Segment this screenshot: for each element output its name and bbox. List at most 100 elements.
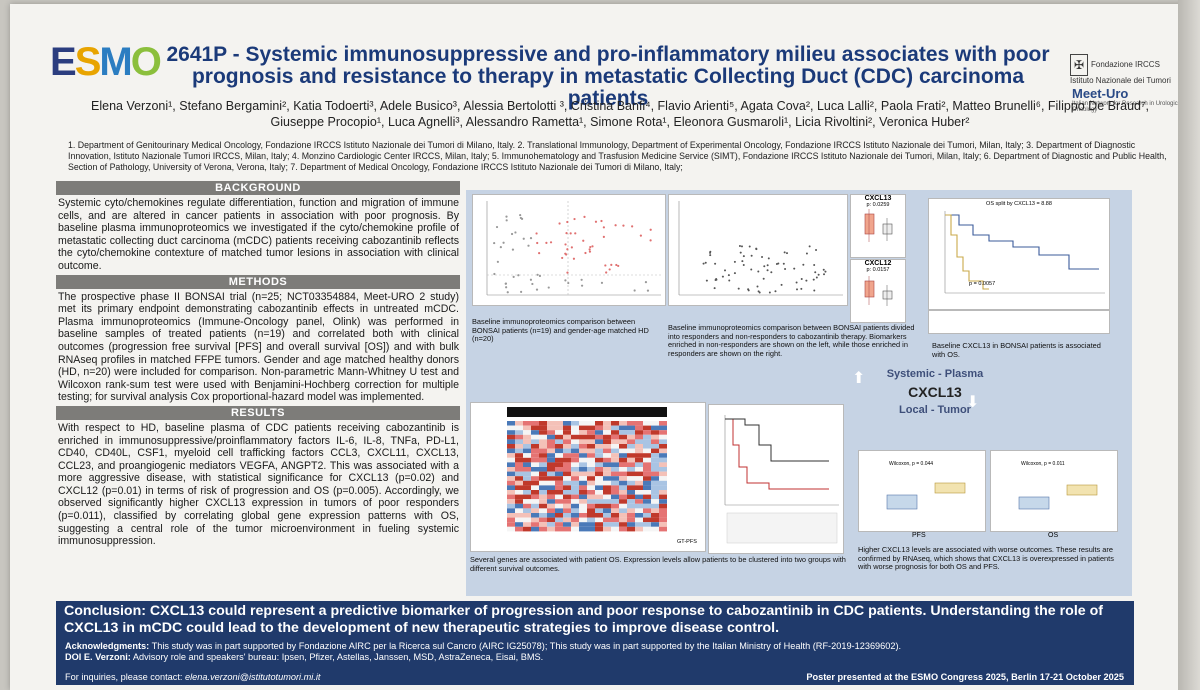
heatmap-cell <box>547 434 555 440</box>
fondazione-logo: ✠ Fondazione IRCCS Istituto Nazionale dei… <box>1070 54 1180 85</box>
fig4-caption: Several genes are associated with patien… <box>470 555 846 573</box>
heatmap-cell <box>627 499 635 504</box>
heatmap-cell <box>547 421 555 426</box>
heatmap-cell <box>571 513 579 518</box>
heatmap-cell <box>547 513 555 518</box>
heatmap-cell <box>515 421 523 426</box>
heatmap-cell <box>603 494 611 500</box>
heatmap-cell <box>515 448 523 454</box>
heatmap-cell <box>539 421 547 426</box>
heatmap-cell <box>611 425 619 431</box>
heatmap-cell <box>579 526 587 532</box>
heatmap-cell <box>539 467 547 472</box>
heatmap-cell <box>651 457 659 463</box>
volcano-point <box>646 289 650 292</box>
volcano-point <box>573 217 576 221</box>
heatmap-cell <box>507 444 515 449</box>
heatmap-cell <box>555 467 563 472</box>
volcano-point <box>538 251 541 255</box>
heatmap-cell <box>547 462 555 467</box>
heatmap-cell <box>531 430 539 435</box>
volcano-point <box>493 241 496 245</box>
heatmap-cell <box>651 513 659 518</box>
heatmap-cell <box>539 430 547 435</box>
heatmap-cell <box>587 499 595 504</box>
heatmap-cell <box>651 453 659 458</box>
heatmap-cell <box>643 425 651 431</box>
heatmap-cell <box>651 444 659 449</box>
inquiries-email[interactable]: elena.verzoni@istitutotumori.mi.it <box>185 672 321 682</box>
heatmap-cell <box>531 503 539 509</box>
volcano-point <box>748 245 751 248</box>
heatmap-cell <box>651 462 659 467</box>
heatmap-cell <box>571 476 579 481</box>
heatmap-cell <box>579 430 587 435</box>
heatmap-cell <box>659 448 667 454</box>
affiliations: 1. Department of Genitourinary Medical O… <box>68 140 1167 172</box>
heatmap-cell <box>595 434 603 440</box>
heatmap-cell <box>659 508 667 513</box>
heatmap-cell <box>595 499 603 504</box>
volcano-point <box>564 252 567 255</box>
doi-text: Advisory role and speakers' bureau: Ipse… <box>132 652 544 662</box>
rnaseq-pfs-svg <box>886 482 966 510</box>
volcano-point <box>558 222 561 225</box>
heatmap-cell <box>611 508 619 513</box>
logo-letter-s: S <box>74 40 102 84</box>
heatmap-cell <box>643 490 651 495</box>
heatmap-cell <box>603 526 611 532</box>
volcano-point <box>766 264 769 267</box>
heatmap-cell <box>619 476 627 481</box>
volcano-point <box>529 278 533 281</box>
heatmap-cell <box>507 522 515 527</box>
arrow-up-icon: ⬆ <box>852 370 866 387</box>
heatmap-cell <box>555 457 563 463</box>
volcano-point <box>561 256 564 260</box>
rnaseq-os-svg <box>1018 484 1098 510</box>
heatmap-cell <box>619 457 627 463</box>
volcano-point <box>709 250 712 253</box>
heatmap-cell <box>659 517 667 523</box>
boxplot-cxcl12-svg <box>864 276 893 306</box>
heatmap-cell <box>643 467 651 472</box>
heatmap-cell <box>587 490 595 495</box>
heatmap-cell <box>579 508 587 513</box>
heatmap-cell <box>635 503 643 509</box>
heatmap-cell <box>571 517 579 523</box>
heatmap-cell <box>571 480 579 486</box>
heatmap-cell <box>547 526 555 532</box>
heatmap-cell <box>515 434 523 440</box>
heatmap-cell <box>515 517 523 523</box>
heatmap-cell <box>563 453 571 458</box>
heatmap-cell <box>507 471 515 477</box>
heatmap-cell <box>547 522 555 527</box>
wall-edge <box>1178 0 1200 690</box>
heatmap-cell <box>659 439 667 444</box>
volcano-point <box>519 213 522 217</box>
km-os-plot: OS split by CXCL13 = 8.88 p = 0.0057 <box>928 198 1110 310</box>
heatmap-cell <box>515 457 523 463</box>
heatmap-cell <box>611 462 619 467</box>
heatmap-cell <box>627 517 635 523</box>
heatmap-cell <box>531 448 539 454</box>
heatmap-cell <box>515 444 523 449</box>
volcano-point <box>742 264 745 267</box>
volcano-point <box>582 239 585 242</box>
heatmap-cell <box>531 471 539 477</box>
heatmap-cell <box>547 490 555 495</box>
rnaseq-os-wilcoxon: Wilcoxon, p = 0.011 <box>1021 461 1065 467</box>
heatmap-cell <box>547 517 555 523</box>
heatmap-cell <box>603 453 611 458</box>
volcano-point <box>499 246 502 249</box>
heatmap-cell <box>611 490 619 495</box>
heatmap-cell <box>627 503 635 509</box>
heatmap-cell <box>523 425 531 431</box>
heatmap-cell <box>611 485 619 490</box>
volcano-plot-hd-svg <box>486 201 661 296</box>
heatmap-cell <box>555 421 563 426</box>
volcano-point <box>549 241 553 244</box>
heatmap-cell <box>611 434 619 440</box>
heatmap-cell <box>619 480 627 486</box>
boxplot-cxcl12-p: p: 0.0157 <box>866 267 890 273</box>
volcano-point <box>633 289 636 292</box>
